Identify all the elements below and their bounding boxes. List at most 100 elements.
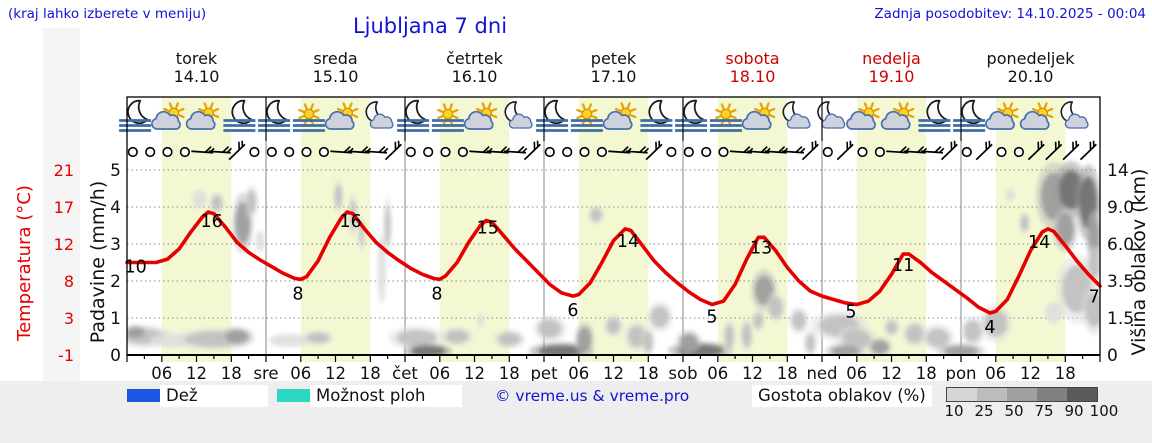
- x-axis-tick-label: ned: [806, 364, 837, 383]
- weather-icon-sun-cloud: [880, 102, 915, 130]
- temperature-value-label: 15: [477, 219, 499, 239]
- temperature-value-label: 16: [339, 212, 361, 232]
- day-date: 19.10: [868, 67, 915, 86]
- x-axis-tick-label: 18: [221, 364, 242, 383]
- x-axis-tick-label: 12: [186, 364, 207, 383]
- temperature-value-label: 14: [617, 232, 639, 252]
- weather-icon-sun-cloud: [185, 102, 220, 130]
- temperature-value-label: 13: [750, 238, 772, 258]
- density-scale-number: 100: [1089, 402, 1119, 420]
- x-axis-tick-label: pet: [530, 364, 558, 383]
- weather-icon-moon-cloud: [1060, 101, 1089, 129]
- temperature-value-label: 8: [431, 284, 442, 304]
- weather-icon-sun-fog: [570, 103, 603, 132]
- x-axis-tick-label: 18: [1055, 364, 1076, 383]
- x-axis-tick-label: 06: [290, 364, 311, 383]
- wind-calm-icon: [284, 146, 295, 158]
- wind-barb-icon: [801, 140, 819, 161]
- wind-barb-icon: [208, 146, 233, 154]
- wind-barb-icon: [781, 146, 806, 154]
- day-name: sreda: [313, 49, 358, 68]
- weather-icon-sun-cloud: [1019, 102, 1054, 130]
- wind-calm-icon: [961, 146, 972, 158]
- x-axis-tick-label: 18: [360, 364, 381, 383]
- wind-calm-icon: [318, 146, 330, 158]
- temperature-value-label: 4: [984, 318, 995, 338]
- temperature-value-label: 8: [292, 284, 303, 304]
- temperature-value-label: 16: [200, 212, 222, 232]
- weather-icon-sun-cloud: [846, 102, 880, 130]
- x-axis-tick-label: 12: [325, 364, 346, 383]
- wind-row: [127, 140, 1097, 161]
- temperature-value-label: 11: [892, 256, 914, 276]
- temperature-axis-tick-label: 3: [64, 309, 74, 328]
- wind-calm-icon: [683, 146, 694, 158]
- weather-icon-sun-fog: [292, 103, 325, 132]
- wind-barb-icon: [384, 140, 402, 161]
- x-axis-tick-label: 06: [707, 364, 728, 383]
- density-gradient-cell: [947, 388, 977, 401]
- density-gradient-cell: [1037, 388, 1067, 401]
- weather-icon-moon-fog: [119, 99, 152, 132]
- x-axis-tick-label: 18: [638, 364, 659, 383]
- wind-calm-icon: [440, 146, 451, 158]
- x-axis-tick-label: 06: [985, 364, 1006, 383]
- precip-axis-tick-label: 1: [110, 309, 121, 329]
- temperature-axis-tick-label: 8: [64, 272, 74, 291]
- x-axis-tick-label: 12: [881, 364, 902, 383]
- day-name: sobota: [725, 49, 780, 68]
- weather-icon-moon-cloud: [504, 101, 533, 129]
- x-axis-tick-label: čet: [392, 364, 418, 383]
- showers-legend-swatch: [277, 389, 311, 402]
- precip-axis-tick-label: 0: [110, 346, 121, 366]
- x-axis-tick-label: 18: [499, 364, 520, 383]
- x-axis-tick-label: 18: [916, 364, 937, 383]
- wind-barb-icon: [523, 140, 541, 161]
- day-name: petek: [590, 49, 637, 68]
- x-axis-tick-label: 12: [1020, 364, 1041, 383]
- weather-icon-sun-cloud: [151, 102, 185, 130]
- wind-barb-icon: [975, 140, 993, 161]
- wind-calm-icon: [996, 146, 1007, 158]
- wind-barb-icon: [1062, 140, 1080, 161]
- wind-calm-icon: [562, 146, 573, 158]
- wind-calm-icon: [1013, 146, 1025, 158]
- temperature-value-label: 5: [845, 303, 856, 323]
- copyright-link[interactable]: © vreme.us & vreme.pro: [495, 387, 690, 405]
- weather-icon-sun-cloud: [324, 102, 359, 130]
- temperature-axis-tick-label: 17: [54, 198, 74, 217]
- cloud-density-gradient: [946, 387, 1098, 402]
- density-scale-number: 90: [1064, 402, 1084, 420]
- weather-icon-moon-fog: [223, 99, 256, 132]
- wind-calm-icon: [701, 146, 712, 158]
- temperature-axis-tick-label: 21: [54, 161, 74, 180]
- wind-barb-icon: [364, 146, 389, 154]
- wind-calm-icon: [822, 146, 833, 158]
- wind-calm-icon: [249, 146, 260, 158]
- cloud-density-legend-label: Gostota oblakov (%): [752, 385, 932, 407]
- wind-calm-icon: [179, 146, 190, 158]
- wind-barb-icon: [625, 146, 650, 154]
- x-axis-tick-label: 06: [151, 364, 172, 383]
- showers-legend-label: Možnost ploh: [310, 385, 462, 407]
- x-axis-tick-label: 06: [846, 364, 867, 383]
- density-gradient-cell: [1067, 388, 1097, 401]
- x-axis-tick-label: 06: [429, 364, 450, 383]
- weather-icon-moon-fog: [918, 99, 951, 132]
- wind-barb-icon: [228, 140, 246, 161]
- temperature-value-label: 6: [567, 301, 578, 321]
- x-axis-tick-label: 12: [742, 364, 763, 383]
- wind-barb-icon: [920, 146, 945, 154]
- wind-barb-icon: [645, 140, 663, 161]
- weather-icon-moon-fog: [640, 99, 673, 132]
- x-axis-tick-label: sob: [668, 364, 697, 383]
- wind-calm-icon: [301, 146, 312, 158]
- day-date: 17.10: [590, 67, 637, 86]
- wind-calm-icon: [579, 146, 590, 158]
- rain-legend-swatch: [127, 389, 161, 402]
- density-scale-number: 50: [1004, 402, 1024, 420]
- wind-barb-icon: [503, 146, 528, 154]
- x-axis-tick-label: 12: [464, 364, 485, 383]
- day-name: nedelja: [862, 49, 921, 68]
